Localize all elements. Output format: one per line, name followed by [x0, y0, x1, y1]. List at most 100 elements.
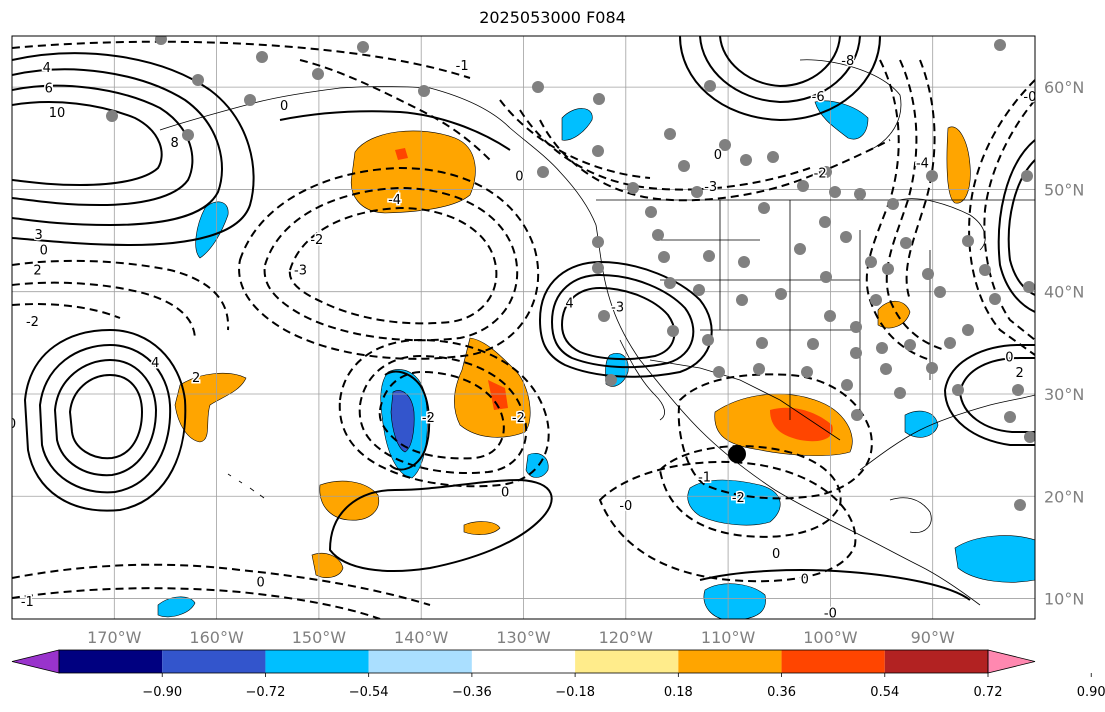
contour-label: 0: [40, 243, 48, 258]
coastlines: [159, 59, 1035, 606]
contour-low-central-1: [338, 338, 550, 488]
baja-peninsula: [619, 339, 665, 421]
colorbar-tick-labels: −0.90 −0.72 −0.54 −0.36 −0.18 0.18 0.36 0.54 0.7…: [142, 685, 1105, 700]
gulf-coast: [859, 394, 1035, 471]
contour-low-central-2: [358, 354, 528, 475]
contour-low-gulf-alaska: [299, 59, 491, 161]
colorbar-tick-label: 0.18: [664, 685, 693, 700]
lat-tick-label: 10°N: [1044, 590, 1084, 609]
contour-high-west-3: [53, 358, 158, 477]
contour-low-west-3: [12, 303, 121, 319]
contour-low-west-2: [12, 281, 196, 341]
colorbar-frame: [58, 649, 989, 674]
contour-label: 0: [8, 417, 16, 432]
red-core-central: [488, 380, 508, 410]
colorbar-segment: [575, 650, 679, 673]
great-lakes: [899, 198, 986, 251]
contour-east-right2: [997, 139, 1035, 313]
plot-title: 2025053000 F084: [479, 8, 626, 27]
orange-blob-east: [946, 126, 971, 204]
lon-tick-label: 170°W: [87, 628, 142, 647]
contour-label: 6: [45, 82, 53, 97]
colorbar-segment: [368, 650, 472, 673]
orange-blob-gulf-of-alaska: [350, 130, 476, 214]
storm-center-marker: [728, 445, 746, 463]
contour-low-west-1: [12, 259, 230, 331]
lon-tick-label: 110°W: [701, 628, 756, 647]
lat-tick-label: 50°N: [1044, 180, 1084, 199]
contour-zero-south: [328, 478, 553, 572]
contour-label: -1: [456, 59, 469, 74]
contours-dashed: [12, 40, 1035, 619]
contour-high-nw-2: [12, 68, 223, 227]
contour-label: -1: [21, 595, 34, 610]
north-america-west-coast: [429, 87, 981, 606]
contour-low-pacific-2: [263, 186, 519, 342]
contour-low-pacific-3: [288, 206, 498, 325]
blue-blob-central-america: [954, 535, 1035, 583]
hawaii-islands: [227, 473, 265, 499]
contours-solid: [12, 36, 1035, 601]
contour-high-se-1: [944, 344, 1035, 446]
contour-high-nw-4: [12, 101, 163, 187]
red-core-mexico: [770, 407, 833, 442]
map-frame: [11, 35, 1036, 620]
lat-lon-grid: [12, 36, 1035, 619]
contour-low-pacific-1: [238, 166, 540, 360]
contour-high-west-4: [68, 373, 144, 460]
lon-tick-label: 130°W: [496, 628, 551, 647]
colorbar-tick-label: −0.72: [246, 685, 286, 700]
orange-blob-south2: [311, 552, 344, 578]
contour-low-mexico-3: [598, 460, 857, 583]
contour-high-nw-1: [12, 52, 255, 247]
lon-tick-label: 160°W: [189, 628, 244, 647]
contour-high-west-1: [23, 328, 187, 512]
contour-label: -3: [611, 301, 624, 316]
colorbar-segment: [471, 650, 576, 673]
contour-low-south-1: [12, 563, 431, 606]
contour-label: 10: [49, 106, 66, 121]
blue-blob-mexico: [687, 479, 781, 526]
colorbar-segment: [265, 650, 369, 673]
colorbar-segment: [678, 650, 782, 673]
contour-label: 0: [714, 148, 722, 163]
contour-one-north-pacific: [279, 110, 511, 151]
shaded-fields: [157, 100, 1035, 619]
contour-zero-east-south: [699, 569, 971, 601]
contour-label: -8: [841, 54, 854, 69]
contour-low-east-coast2: [968, 79, 1035, 356]
contour-label: -2: [26, 315, 39, 330]
contour-low-canada-1: [539, 119, 891, 202]
colorbar-tick-label: 0.36: [767, 685, 796, 700]
colorbar-under-triangle: [11, 649, 60, 674]
lat-tick-label: 30°N: [1044, 385, 1084, 404]
alaska-peninsula: [159, 86, 431, 131]
contour-label: -2: [512, 411, 525, 426]
contour-label: -0: [619, 499, 632, 514]
contour-label: 3: [34, 228, 42, 243]
contour-label: 4: [565, 296, 573, 311]
contour-label: -3: [294, 264, 307, 279]
contour-label: -2: [814, 167, 827, 182]
contour-high-hudson-2: [699, 36, 861, 104]
contour-label: 0: [501, 486, 509, 501]
colorbar-tick-label: 0.72: [974, 685, 1003, 700]
colorbar-segment: [884, 650, 988, 673]
contour-label: 0: [1005, 351, 1013, 366]
blue-blob-east: [904, 410, 939, 438]
lon-tick-label: 90°W: [911, 628, 955, 647]
blue-blob-hudson: [814, 100, 869, 140]
contour-high-west-2: [38, 343, 172, 494]
colorbar: [11, 649, 1092, 677]
contour-label: 0: [772, 547, 780, 562]
orange-blob-small: [463, 521, 501, 535]
colorbar-tick-label: −0.54: [349, 685, 389, 700]
contour-label: -1: [698, 470, 711, 485]
red-core-gulf-of-alaska: [395, 148, 408, 160]
lat-tick-label: 20°N: [1044, 487, 1084, 506]
contour-label: 0: [515, 170, 523, 185]
lon-tick-label: 120°W: [599, 628, 654, 647]
contour-label: -4: [388, 193, 401, 208]
contour-low-central-3: [378, 370, 505, 460]
